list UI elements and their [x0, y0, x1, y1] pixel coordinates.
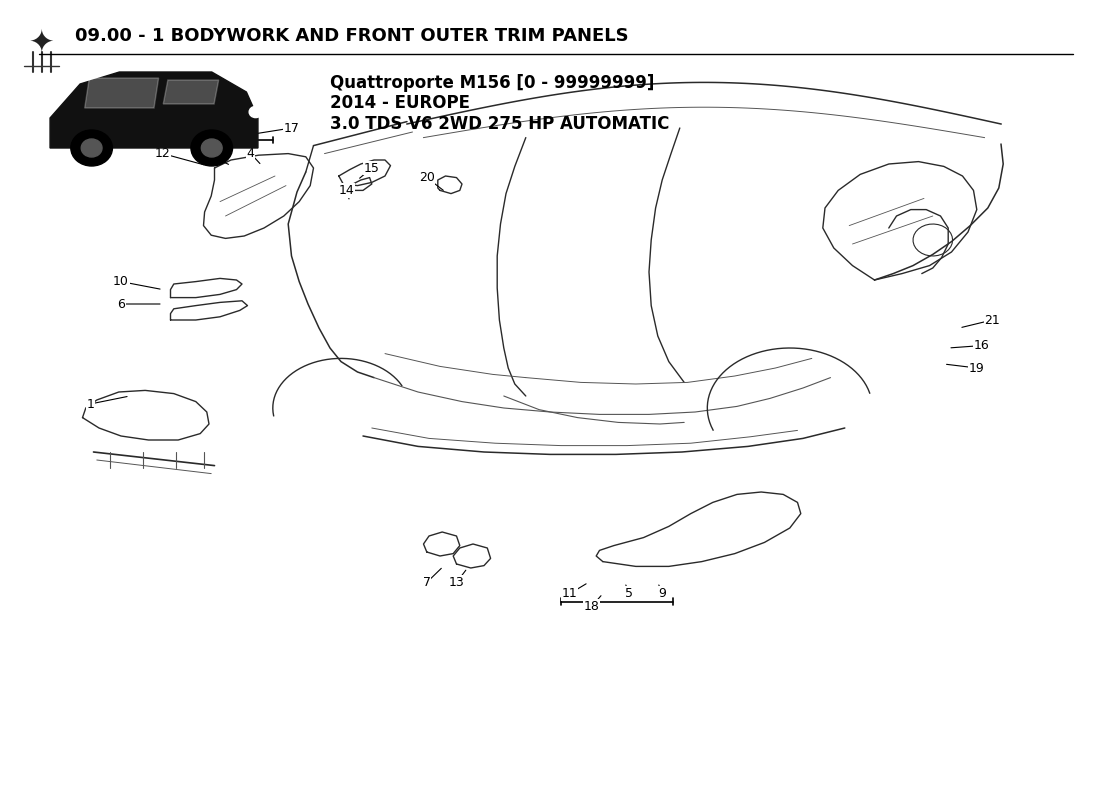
Text: 13: 13 [449, 576, 464, 589]
Polygon shape [85, 78, 158, 108]
Circle shape [250, 106, 262, 118]
Text: 15: 15 [364, 162, 380, 174]
Text: 12: 12 [155, 147, 170, 160]
Text: 18: 18 [584, 600, 600, 613]
Circle shape [70, 130, 112, 166]
Circle shape [191, 130, 232, 166]
Text: 20: 20 [419, 171, 435, 184]
Polygon shape [51, 72, 258, 148]
Circle shape [81, 139, 102, 157]
Text: 16: 16 [974, 339, 989, 352]
Polygon shape [163, 80, 219, 104]
Text: 5: 5 [625, 587, 634, 600]
Text: 21: 21 [984, 314, 1000, 326]
Text: 19: 19 [969, 362, 984, 374]
Text: 09.00 - 1 BODYWORK AND FRONT OUTER TRIM PANELS: 09.00 - 1 BODYWORK AND FRONT OUTER TRIM … [75, 27, 628, 45]
Circle shape [201, 139, 222, 157]
Text: 14: 14 [339, 184, 354, 197]
Text: 3.0 TDS V6 2WD 275 HP AUTOMATIC: 3.0 TDS V6 2WD 275 HP AUTOMATIC [330, 115, 670, 134]
Text: 7: 7 [422, 576, 431, 589]
Text: 11: 11 [562, 587, 578, 600]
Text: 9: 9 [658, 587, 667, 600]
Text: 1: 1 [86, 398, 95, 410]
Text: 17: 17 [284, 122, 299, 134]
Text: 2014 - EUROPE: 2014 - EUROPE [330, 94, 470, 112]
Text: 4: 4 [246, 147, 255, 160]
Text: 10: 10 [113, 275, 129, 288]
Text: 8: 8 [202, 147, 211, 160]
Text: 6: 6 [117, 298, 125, 310]
Text: ✦: ✦ [29, 28, 55, 57]
Text: Quattroporte M156 [0 - 99999999]: Quattroporte M156 [0 - 99999999] [330, 74, 654, 92]
